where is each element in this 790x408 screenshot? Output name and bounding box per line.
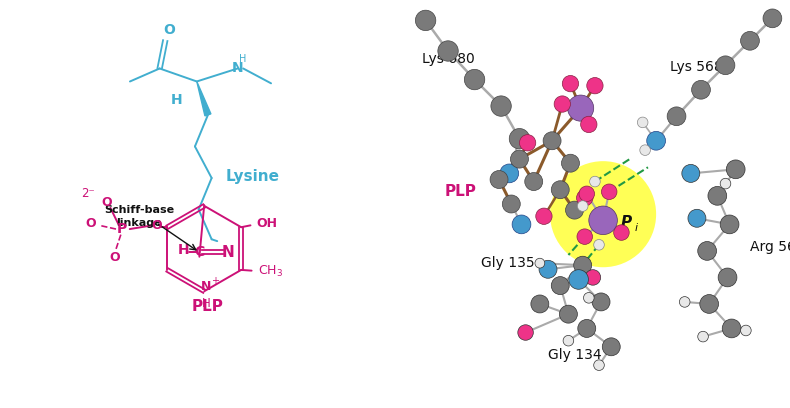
Circle shape (510, 129, 529, 149)
Text: N: N (231, 62, 243, 75)
Circle shape (720, 178, 731, 189)
Circle shape (500, 164, 518, 183)
Circle shape (465, 69, 485, 90)
Text: Lys 568: Lys 568 (671, 60, 723, 74)
Text: O: O (152, 219, 162, 232)
Circle shape (698, 242, 717, 260)
Circle shape (562, 154, 579, 172)
Circle shape (667, 107, 686, 126)
Circle shape (536, 208, 552, 224)
Text: P: P (116, 222, 126, 236)
Circle shape (594, 239, 604, 250)
Text: Gly 134: Gly 134 (548, 348, 602, 362)
Circle shape (763, 9, 782, 28)
Circle shape (647, 131, 665, 150)
Circle shape (567, 95, 594, 121)
Circle shape (722, 319, 741, 338)
Polygon shape (197, 82, 211, 116)
Text: Schiff-base: Schiff-base (104, 204, 175, 215)
Circle shape (512, 215, 531, 234)
Text: Gly 135: Gly 135 (480, 256, 534, 270)
Text: linkage: linkage (116, 218, 162, 228)
Circle shape (502, 195, 521, 213)
Circle shape (602, 338, 620, 356)
Circle shape (614, 225, 629, 240)
Circle shape (569, 270, 589, 289)
Circle shape (718, 268, 737, 287)
Circle shape (589, 206, 617, 235)
Circle shape (559, 305, 577, 323)
Circle shape (716, 56, 735, 75)
Circle shape (698, 331, 709, 342)
Circle shape (740, 31, 759, 50)
Circle shape (700, 295, 719, 313)
Text: PLP: PLP (192, 299, 224, 314)
Circle shape (416, 10, 436, 31)
Circle shape (587, 78, 603, 94)
Text: Lysine: Lysine (225, 169, 280, 184)
Circle shape (563, 335, 574, 346)
Text: O: O (163, 23, 175, 37)
Circle shape (581, 116, 597, 133)
Circle shape (510, 150, 529, 168)
Circle shape (579, 186, 595, 202)
Text: PLP: PLP (444, 184, 476, 199)
Circle shape (640, 145, 650, 155)
Circle shape (520, 135, 536, 151)
Circle shape (491, 96, 511, 116)
Circle shape (691, 80, 710, 99)
Circle shape (438, 41, 458, 61)
Text: OH: OH (257, 217, 278, 230)
Text: N: N (201, 280, 211, 293)
Circle shape (574, 256, 592, 274)
Circle shape (566, 201, 584, 219)
Text: CH$_3$: CH$_3$ (258, 264, 283, 279)
Text: O: O (110, 251, 120, 264)
Circle shape (585, 270, 600, 285)
Circle shape (688, 209, 706, 227)
Circle shape (550, 161, 656, 267)
Circle shape (740, 325, 751, 336)
Circle shape (682, 164, 700, 182)
Circle shape (562, 75, 578, 92)
Circle shape (720, 215, 739, 234)
Text: Lys 680: Lys 680 (422, 52, 474, 66)
Circle shape (525, 173, 543, 191)
Circle shape (594, 360, 604, 370)
Text: Arg 569: Arg 569 (750, 240, 790, 254)
Circle shape (577, 319, 596, 337)
Circle shape (638, 117, 648, 128)
Circle shape (554, 96, 570, 112)
Circle shape (539, 260, 557, 278)
Text: 2⁻: 2⁻ (81, 187, 95, 200)
Text: +: + (211, 276, 219, 286)
Text: H: H (201, 297, 210, 310)
Circle shape (577, 190, 592, 206)
Circle shape (589, 176, 600, 187)
Circle shape (551, 181, 570, 199)
Circle shape (543, 132, 561, 150)
Circle shape (531, 295, 549, 313)
Circle shape (584, 293, 594, 303)
Circle shape (592, 293, 610, 311)
Circle shape (679, 297, 690, 307)
Text: H: H (239, 54, 246, 64)
Circle shape (726, 160, 745, 179)
Text: O: O (101, 196, 112, 209)
Text: C: C (194, 245, 205, 259)
Circle shape (601, 184, 617, 200)
Circle shape (577, 229, 592, 244)
Circle shape (490, 171, 508, 188)
Text: P: P (621, 215, 632, 230)
Circle shape (708, 186, 727, 205)
Text: N: N (222, 245, 235, 260)
Circle shape (535, 258, 545, 268)
Circle shape (551, 277, 570, 295)
Text: H: H (171, 93, 182, 107)
Text: H: H (178, 244, 190, 257)
Text: O: O (85, 217, 96, 230)
Circle shape (517, 325, 533, 340)
Text: i: i (634, 223, 638, 233)
Circle shape (577, 201, 588, 211)
